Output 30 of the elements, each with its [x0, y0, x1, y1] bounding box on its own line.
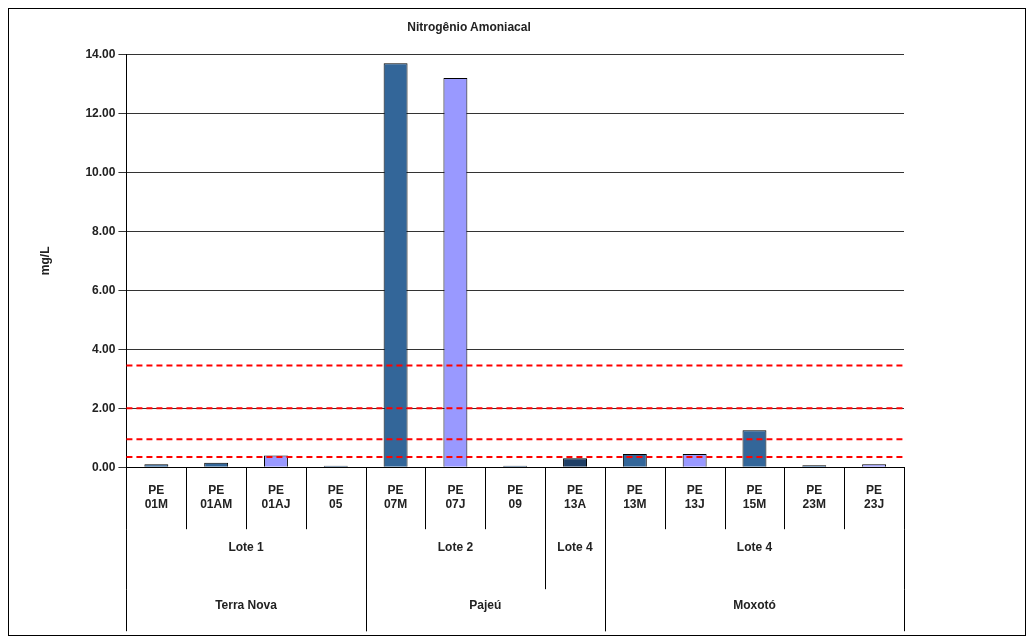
- text: Lote 4: [557, 540, 594, 555]
- chart-title: Nitrogênio Amoniacal: [407, 19, 531, 34]
- x-tick-label: PE 01AJ: [261, 482, 291, 512]
- y-tick-label: 10.00: [85, 164, 116, 179]
- y-tick-label: 12.00: [85, 105, 116, 120]
- x-tick-label: PE 15M: [742, 482, 767, 512]
- y-tick-label: 0.00: [92, 459, 116, 474]
- text: Moxotó: [733, 598, 776, 613]
- x-tick-label: PE 07J: [445, 482, 466, 512]
- text: Terra Nova: [215, 598, 278, 613]
- x-tick-label: PE 23J: [864, 482, 885, 512]
- y-axis-title: mg/L: [37, 246, 52, 276]
- x-tick-label: PE 07M: [383, 482, 408, 512]
- text: Pajeú: [469, 598, 502, 613]
- text: Lote 1: [228, 540, 265, 555]
- x-tick-label: PE 13A: [564, 482, 587, 512]
- x-tick-label: PE 05: [327, 482, 344, 512]
- text: Lote 2: [437, 540, 474, 555]
- y-tick-label: 2.00: [92, 400, 116, 415]
- x-tick-label: PE 23M: [802, 482, 826, 512]
- x-tick-label: PE 09: [507, 482, 524, 512]
- y-tick-label: 8.00: [92, 223, 116, 238]
- y-tick-label: 6.00: [92, 282, 116, 297]
- x-tick-label: PE 13M: [623, 482, 647, 512]
- y-tick-label: 14.00: [85, 46, 116, 61]
- text: Lote 4: [736, 540, 773, 555]
- x-tick-label: PE 01AM: [200, 482, 233, 512]
- y-tick-label: 4.00: [92, 341, 116, 356]
- x-tick-label: PE 13J: [684, 482, 705, 512]
- x-tick-label: PE 01M: [144, 482, 169, 512]
